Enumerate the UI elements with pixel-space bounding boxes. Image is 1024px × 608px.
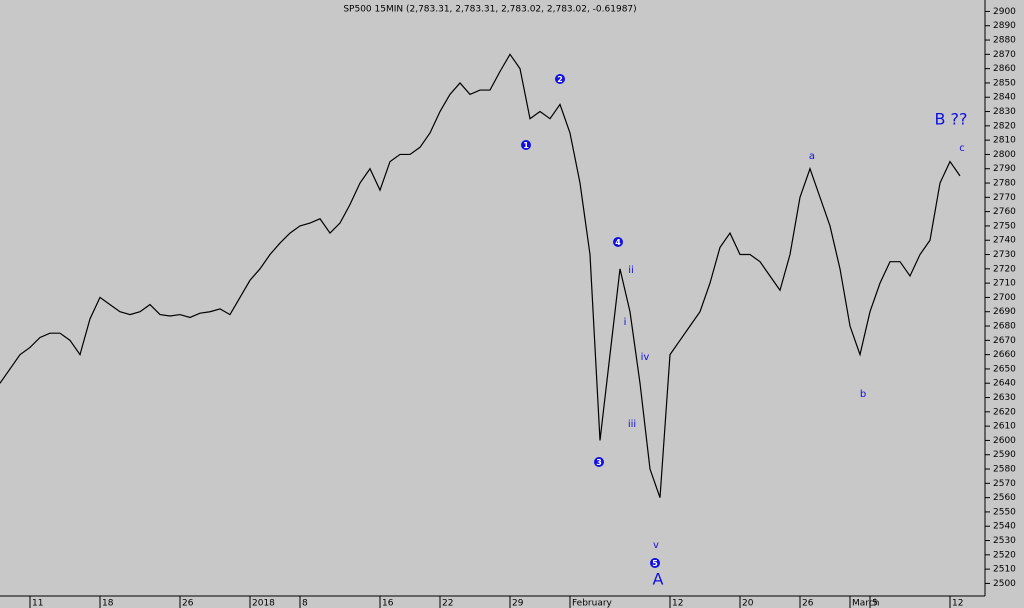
y-tick-label: 2840: [993, 93, 1016, 103]
wave-label: a: [809, 151, 815, 162]
y-tick-label: 2510: [993, 565, 1016, 575]
y-tick-label: 2700: [993, 293, 1016, 303]
wave-label: A: [653, 570, 664, 589]
x-tick-label: 20: [742, 599, 754, 608]
y-tick-label: 2800: [993, 150, 1016, 160]
y-tick-label: 2720: [993, 264, 1016, 274]
y-tick-label: 2550: [993, 507, 1016, 517]
x-tick-label: 26: [182, 599, 194, 608]
y-tick-label: 2640: [993, 379, 1016, 389]
wave-circle: [594, 457, 604, 467]
x-tick-label: 8: [302, 599, 308, 608]
wave-label: 2: [557, 75, 563, 84]
y-tick-label: 2520: [993, 550, 1016, 560]
x-tick-label: 11: [32, 599, 43, 608]
y-tick-label: 2730: [993, 250, 1016, 260]
wave-label: b: [860, 389, 866, 400]
y-tick-label: 2750: [993, 221, 1016, 231]
y-tick-label: 2890: [993, 21, 1016, 31]
chart-title: SP500 15MIN (2,783.31, 2,783.31, 2,783.0…: [343, 5, 636, 15]
y-tick-label: 2540: [993, 522, 1016, 532]
wave-label: iv: [641, 352, 650, 363]
y-tick-label: 2530: [993, 536, 1016, 546]
wave-label: 3: [596, 458, 602, 467]
wave-label: iii: [628, 419, 636, 430]
wave-label: 4: [615, 238, 621, 247]
x-tick-label: 16: [382, 599, 394, 608]
y-tick-label: 2610: [993, 422, 1016, 432]
wave-label: c: [959, 143, 965, 154]
y-tick-label: 2680: [993, 322, 1016, 332]
wave-circle: [521, 140, 531, 150]
wave-label: B ??: [934, 110, 967, 129]
y-tick-label: 2820: [993, 121, 1016, 131]
y-tick-label: 2500: [993, 579, 1016, 589]
y-tick-label: 2590: [993, 450, 1016, 460]
x-tick-label: 12: [952, 599, 963, 608]
y-tick-label: 2850: [993, 78, 1016, 88]
wave-label: 1: [523, 141, 529, 150]
y-tick-label: 2880: [993, 36, 1016, 46]
y-tick-label: 2900: [993, 7, 1016, 17]
wave-circle: [650, 558, 660, 568]
y-tick-label: 2650: [993, 364, 1016, 374]
y-tick-label: 2630: [993, 393, 1016, 403]
x-tick-label: 12: [672, 599, 683, 608]
x-tick-label: 29: [512, 599, 524, 608]
y-tick-label: 2740: [993, 236, 1016, 246]
x-tick-label: 5: [872, 599, 878, 608]
wave-label: ii: [628, 265, 634, 276]
y-tick-label: 2570: [993, 479, 1016, 489]
x-tick-label: March: [852, 599, 879, 608]
wave-label: v: [653, 540, 659, 551]
y-tick-label: 2670: [993, 336, 1016, 346]
y-tick-label: 2600: [993, 436, 1016, 446]
y-tick-label: 2780: [993, 179, 1016, 189]
price-line: [0, 53, 961, 498]
y-tick-label: 2790: [993, 164, 1016, 174]
y-tick-label: 2620: [993, 407, 1016, 417]
x-tick-label: 22: [442, 599, 453, 608]
y-tick-label: 2760: [993, 207, 1016, 217]
y-tick-label: 2830: [993, 107, 1016, 117]
wave-circle: [613, 237, 623, 247]
wave-circle: [555, 74, 565, 84]
x-tick-label: 18: [102, 599, 114, 608]
y-tick-label: 2770: [993, 193, 1016, 203]
y-tick-label: 2810: [993, 136, 1016, 146]
wave-label: i: [624, 317, 627, 328]
x-tick-label: 26: [802, 599, 814, 608]
x-tick-label: 2018: [252, 599, 275, 608]
y-tick-label: 2660: [993, 350, 1016, 360]
y-tick-label: 2580: [993, 465, 1016, 475]
y-tick-label: 2860: [993, 64, 1016, 74]
y-tick-label: 2710: [993, 279, 1016, 289]
wave-label: 5: [652, 559, 658, 568]
x-tick-label: February: [572, 599, 613, 608]
y-tick-label: 2870: [993, 50, 1016, 60]
y-tick-label: 2690: [993, 307, 1016, 317]
y-tick-label: 2560: [993, 493, 1016, 503]
